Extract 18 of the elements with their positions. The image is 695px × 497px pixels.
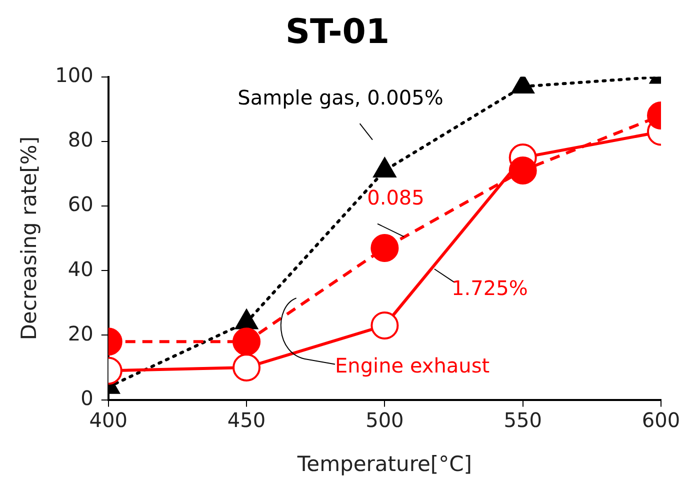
annotation: 0.085 <box>367 186 424 210</box>
x-tick-label: 400 <box>89 408 128 432</box>
chart-title: ST-01 <box>285 12 390 52</box>
y-axis-title: Decreasing rate[%] <box>17 136 42 340</box>
annotation: 1.725% <box>452 276 528 300</box>
annotation: Engine exhaust <box>335 354 490 378</box>
y-tick-label: 0 <box>80 386 94 410</box>
x-tick-label: 550 <box>504 408 542 432</box>
y-tick-label: 100 <box>55 63 94 88</box>
x-tick-label: 450 <box>227 408 266 432</box>
annotation: Sample gas, 0.005% <box>238 86 444 110</box>
y-tick-label: 80 <box>68 128 94 152</box>
x-tick-label: 500 <box>366 408 404 432</box>
y-tick-label: 40 <box>68 256 94 281</box>
x-axis-title: Temperature[°C] <box>296 452 472 476</box>
y-tick-label: 60 <box>68 192 94 216</box>
y-tick-label: 20 <box>68 321 94 346</box>
x-tick-label: 600 <box>642 408 680 432</box>
